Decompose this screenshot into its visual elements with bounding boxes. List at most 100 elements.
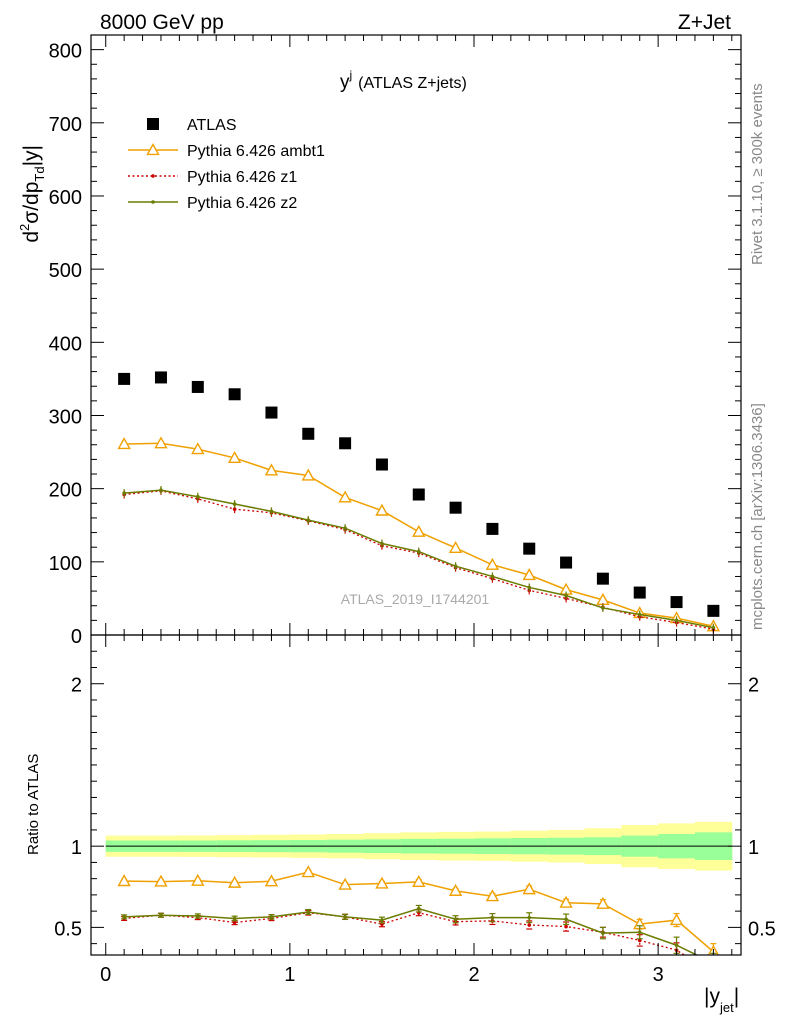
ratio-marker-pythia-6-426-ambt1 bbox=[154, 874, 168, 887]
atlas-data-point bbox=[486, 522, 499, 535]
atlas-data-point bbox=[191, 380, 204, 393]
atlas-data-point bbox=[707, 604, 720, 617]
atlas-data-point bbox=[596, 572, 609, 585]
ratio-y-tick-label-right: 1 bbox=[748, 837, 759, 859]
atlas-data-point bbox=[523, 542, 536, 555]
legend-marker-pythia-6-426-z1 bbox=[151, 174, 155, 178]
xlabel-end: | bbox=[734, 985, 739, 1008]
legend: ATLAS Pythia 6.426 ambt1 Pythia 6.426 z1 Py… bbox=[128, 117, 325, 212]
main-marker-pythia-6-426-z2 bbox=[343, 526, 347, 530]
ratio-line-pythia-6-426-z1 bbox=[124, 912, 686, 955]
rivet-version-label: Rivet 3.1.10, ≥ 300k events bbox=[749, 83, 766, 265]
header-energy-label: 8000 GeV pp bbox=[100, 11, 224, 34]
legend-marker-pythia-6-426-z2 bbox=[151, 200, 155, 204]
main-marker-pythia-6-426-z2 bbox=[306, 518, 311, 522]
main-marker-pythia-6-426-ambt1 bbox=[412, 524, 426, 537]
main-marker-pythia-6-426-z2 bbox=[711, 625, 716, 630]
axis-tick-labels: 0 1 2 3 0 100 200 300 400 500 600 700 800 0.5 0.5 1 1 2 2 bbox=[49, 41, 776, 986]
ratio-marker-pythia-6-426-z2 bbox=[453, 917, 458, 922]
legend-marker-pythia-6-426-ambt1 bbox=[146, 143, 160, 156]
plot-title-main: y bbox=[340, 72, 350, 93]
main-marker-pythia-6-426-ambt1 bbox=[191, 442, 205, 455]
ratio-marker-pythia-6-426-z1 bbox=[527, 923, 532, 927]
mcplots-label: mcplots.cern.ch [arXiv:1306.3436] bbox=[749, 403, 766, 630]
main-marker-pythia-6-426-z2 bbox=[195, 494, 200, 499]
main-y-tick-label: 700 bbox=[49, 114, 82, 136]
ratio-marker-pythia-6-426-z2 bbox=[490, 915, 495, 920]
atlas-data-point bbox=[339, 437, 352, 450]
ratio-marker-pythia-6-426-z2 bbox=[637, 930, 642, 935]
ylabel-part-y: |y| bbox=[20, 145, 43, 166]
ratio-marker-pythia-6-426-z2 bbox=[232, 916, 237, 921]
ratio-marker-pythia-6-426-z2 bbox=[564, 917, 568, 922]
ratio-marker-pythia-6-426-z2 bbox=[306, 910, 311, 914]
main-marker-pythia-6-426-z2 bbox=[416, 549, 421, 554]
ratio-panel-frame bbox=[90, 634, 742, 956]
legend-label-pythia-6-426-z1: Pythia 6.426 z1 bbox=[187, 169, 297, 186]
ratio-marker-pythia-6-426-z2 bbox=[195, 914, 200, 918]
ratio-y-tick-label-left: 1 bbox=[71, 837, 82, 859]
xlabel-sub: jet bbox=[719, 1000, 734, 1015]
main-y-tick-label: 200 bbox=[49, 480, 82, 502]
ratio-marker-pythia-6-426-z2 bbox=[380, 918, 384, 922]
ratio-marker-pythia-6-426-ambt1 bbox=[117, 874, 131, 887]
main-marker-pythia-6-426-ambt1 bbox=[154, 436, 168, 449]
main-y-tick-label: 800 bbox=[49, 41, 82, 63]
main-marker-pythia-6-426-z2 bbox=[453, 564, 458, 569]
atlas-data-point bbox=[265, 406, 278, 419]
ratio-marker-pythia-6-426-z1 bbox=[712, 971, 716, 975]
main-y-tick-label: 0 bbox=[71, 626, 82, 648]
ratio-marker-pythia-6-426-ambt1 bbox=[191, 873, 205, 886]
main-marker-pythia-6-426-ambt1 bbox=[117, 437, 131, 450]
ratio-marker-pythia-6-426-z2 bbox=[159, 913, 163, 918]
legend-label-atlas: ATLAS bbox=[187, 117, 237, 134]
atlas-data-point bbox=[560, 556, 573, 569]
ratio-marker-pythia-6-426-ambt1 bbox=[375, 876, 389, 889]
legend-label-pythia-6-426-z2: Pythia 6.426 z2 bbox=[187, 195, 297, 212]
main-marker-pythia-6-426-z2 bbox=[527, 585, 532, 590]
legend-label-pythia-6-426-ambt1: Pythia 6.426 ambt1 bbox=[187, 143, 325, 160]
ratio-marker-pythia-6-426-z2 bbox=[601, 931, 605, 935]
main-marker-pythia-6-426-z2 bbox=[122, 491, 126, 495]
ratio-y-axis-label: Ratio to ATLAS bbox=[25, 754, 42, 855]
x-tick-label: 1 bbox=[284, 964, 295, 986]
ratio-marker-pythia-6-426-z1 bbox=[232, 920, 237, 925]
ylabel-part-d: d bbox=[20, 231, 43, 243]
plot-title-sup: j bbox=[349, 68, 353, 82]
ratio-marker-pythia-6-426-ambt1 bbox=[264, 874, 279, 887]
x-tick-label: 2 bbox=[468, 964, 479, 986]
main-marker-pythia-6-426-z2 bbox=[490, 574, 495, 579]
header-process-label: Z+Jet bbox=[678, 11, 731, 34]
ratio-marker-pythia-6-426-ambt1 bbox=[522, 882, 536, 895]
ratio-marker-pythia-6-426-ambt1 bbox=[338, 877, 352, 890]
ratio-panel-series bbox=[117, 865, 720, 975]
ratio-y-tick-label-left: 0.5 bbox=[54, 918, 82, 940]
main-marker-pythia-6-426-ambt1 bbox=[338, 490, 352, 503]
main-marker-pythia-6-426-z2 bbox=[269, 509, 274, 514]
atlas-data-point bbox=[375, 458, 388, 471]
ratio-marker-pythia-6-426-z2 bbox=[269, 915, 274, 919]
main-marker-pythia-6-426-z2 bbox=[674, 618, 679, 623]
ratio-y-tick-label-right: 2 bbox=[748, 675, 759, 697]
x-tick-label: 3 bbox=[653, 964, 664, 986]
ratio-marker-pythia-6-426-z2 bbox=[674, 943, 679, 948]
main-y-tick-label: 100 bbox=[49, 553, 82, 575]
main-marker-pythia-6-426-z2 bbox=[564, 593, 568, 598]
ylabel-part-sub: Td bbox=[32, 166, 47, 181]
atlas-data-point bbox=[118, 372, 131, 385]
legend-marker-atlas bbox=[147, 118, 159, 130]
ratio-marker-pythia-6-426-z1 bbox=[564, 924, 568, 929]
ratio-marker-pythia-6-426-z2 bbox=[527, 915, 532, 920]
main-marker-pythia-6-426-z2 bbox=[159, 488, 163, 492]
main-y-tick-label: 400 bbox=[49, 333, 82, 355]
ratio-marker-pythia-6-426-ambt1 bbox=[301, 865, 315, 878]
main-y-axis-label: d2σ/dpTd|y| bbox=[17, 145, 47, 243]
ratio-marker-pythia-6-426-ambt1 bbox=[448, 883, 463, 896]
ratio-marker-pythia-6-426-ambt1 bbox=[227, 875, 242, 888]
main-y-tick-label: 500 bbox=[49, 260, 82, 282]
axis-ticks bbox=[91, 34, 741, 955]
x-axis-label: |yjet| bbox=[704, 985, 739, 1015]
main-panel-series bbox=[117, 371, 721, 634]
atlas-data-point bbox=[449, 501, 462, 514]
